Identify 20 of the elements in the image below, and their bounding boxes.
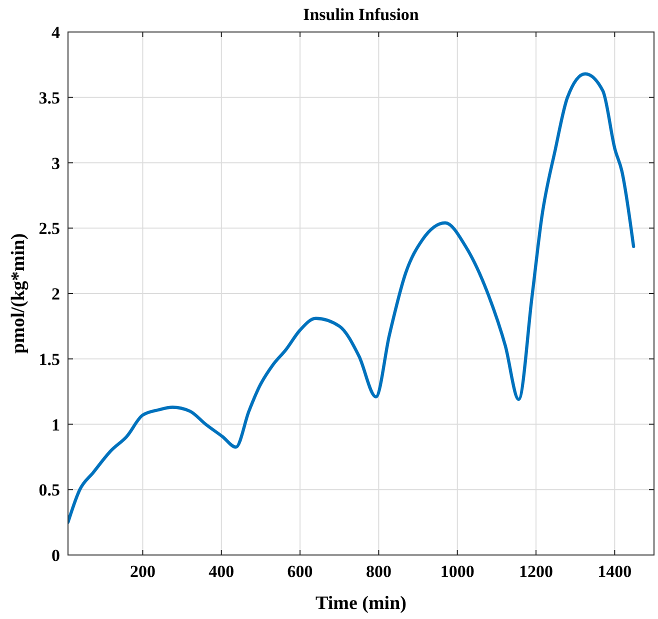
- y-tick-label: 2.5: [38, 219, 60, 238]
- x-tick-label: 1400: [598, 562, 632, 581]
- y-tick-label: 3.5: [38, 88, 60, 108]
- y-tick-label: 2: [52, 284, 60, 304]
- x-tick-label: 600: [287, 562, 313, 581]
- y-tick-label: 4: [52, 23, 60, 42]
- x-tick-label: 1000: [440, 562, 474, 581]
- x-tick-label: 400: [208, 562, 234, 581]
- chart-title: Insulin Infusion: [303, 5, 420, 24]
- x-tick-label: 200: [130, 562, 156, 581]
- y-tick-label: 0: [52, 546, 60, 565]
- x-tick-label: 1200: [519, 562, 554, 581]
- x-axis-title: Time (min): [316, 593, 406, 614]
- line-series: [68, 72, 636, 524]
- y-tick-label: 3: [52, 154, 60, 173]
- y-tick-label: 0.5: [38, 480, 60, 500]
- y-tick-label: 1: [52, 415, 60, 434]
- y-tick-label: 1.5: [38, 350, 60, 369]
- y-axis-title: pmol/(kg*min): [8, 233, 29, 354]
- x-tick-label: 800: [366, 562, 392, 581]
